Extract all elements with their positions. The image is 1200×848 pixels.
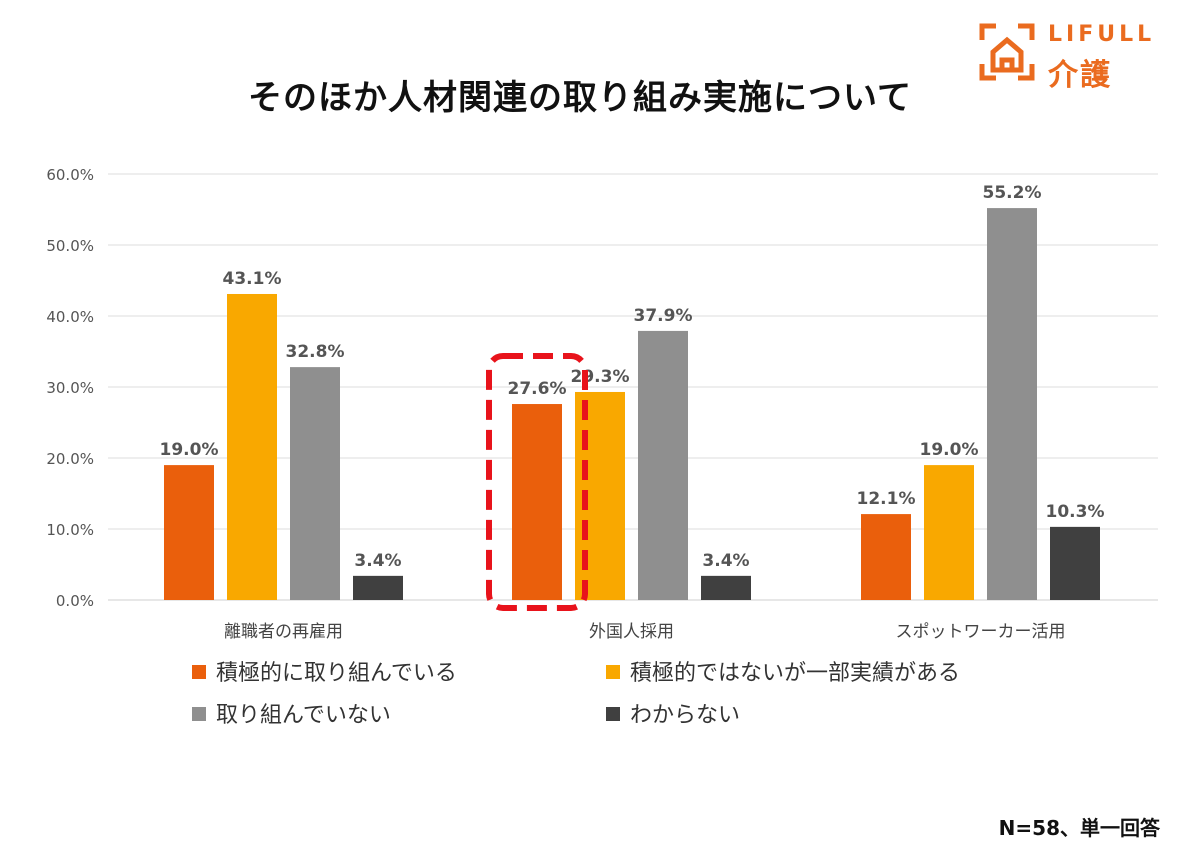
sample-note: N=58、単一回答	[998, 816, 1160, 840]
y-tick-label: 40.0%	[46, 308, 94, 326]
bar	[638, 330, 688, 600]
data-label: 32.8%	[286, 342, 345, 362]
bar	[1050, 526, 1100, 600]
legend-item: わからない	[606, 701, 740, 731]
highlight-dashed-box	[486, 353, 588, 611]
logo-brand-text: LIFULL	[1048, 22, 1156, 47]
legend-swatch	[606, 665, 620, 679]
data-label: 12.1%	[857, 489, 916, 509]
bar	[353, 575, 403, 600]
data-label: 55.2%	[983, 183, 1042, 203]
y-tick-label: 30.0%	[46, 379, 94, 397]
y-tick-label: 60.0%	[46, 166, 94, 184]
legend-swatch	[192, 707, 206, 721]
logo-service-text: 介護	[1048, 58, 1112, 93]
x-category-label: 離職者の再雇用	[224, 622, 343, 642]
bar	[924, 465, 974, 600]
legend-item: 積極的に取り組んでいる	[192, 659, 457, 689]
legend-item: 積極的ではないが一部実績がある	[606, 659, 960, 689]
legend-label: 積極的ではないが一部実績がある	[630, 661, 961, 686]
data-label: 27.6%	[508, 379, 567, 399]
bar	[861, 514, 911, 600]
x-category-label: スポットワーカー活用	[896, 622, 1066, 642]
bar	[701, 575, 751, 600]
y-tick-label: 20.0%	[46, 450, 94, 468]
bar	[227, 293, 277, 600]
y-tick-label: 50.0%	[46, 237, 94, 255]
data-label: 3.4%	[702, 551, 749, 571]
data-label: 43.1%	[223, 269, 282, 289]
legend-item: 取り組んでいない	[192, 701, 391, 731]
legend-label: 積極的に取り組んでいる	[216, 661, 457, 686]
data-label: 29.3%	[571, 367, 630, 387]
bar	[290, 367, 340, 600]
data-label: 37.9%	[634, 306, 693, 326]
data-label: 19.0%	[920, 440, 979, 460]
chart-title: そのほか人材関連の取り組み実施について	[248, 78, 912, 118]
house-logo-icon	[979, 23, 1035, 81]
legend-swatch	[606, 707, 620, 721]
y-tick-label: 0.0%	[56, 592, 94, 610]
legend-label: 取り組んでいない	[216, 703, 391, 728]
legend-swatch	[192, 665, 206, 679]
bar	[987, 208, 1037, 600]
y-tick-label: 10.0%	[46, 521, 94, 539]
data-label: 10.3%	[1046, 502, 1105, 522]
bar	[164, 465, 214, 600]
bar	[512, 404, 562, 600]
legend-label: わからない	[630, 703, 741, 728]
x-category-label: 外国人採用	[589, 622, 674, 642]
data-label: 19.0%	[160, 440, 219, 460]
lifull-kaigo-logo: LIFULL 介護	[978, 18, 1178, 93]
data-label: 3.4%	[354, 551, 401, 571]
